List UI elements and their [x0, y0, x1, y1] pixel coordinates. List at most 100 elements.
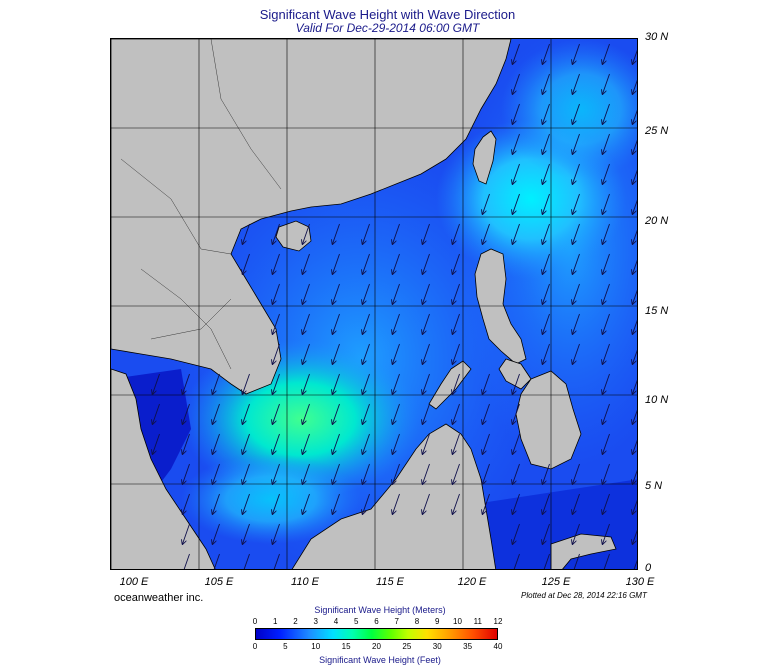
lon-label-105e: 105 E — [204, 576, 234, 588]
land-borneo — [291, 423, 497, 569]
colorbar-feet-tick: 20 — [372, 642, 381, 651]
wave-direction-arrow — [273, 253, 280, 274]
wave-direction-arrow — [603, 133, 610, 154]
wave-direction-arrow — [513, 133, 520, 154]
wave-direction-arrows — [153, 43, 637, 569]
wave-direction-arrow — [273, 553, 280, 569]
wave-direction-arrow — [393, 343, 400, 364]
wave-direction-arrow — [543, 253, 550, 274]
wave-direction-arrow — [453, 403, 460, 424]
colorbar-title-feet: Significant Wave Height (Feet) — [319, 655, 441, 665]
colorbar-meters-tick: 2 — [293, 617, 298, 626]
wave-direction-arrow — [183, 403, 190, 424]
wave-direction-arrow — [453, 253, 460, 274]
wave-direction-arrow — [273, 523, 280, 544]
wave-direction-arrow — [273, 493, 280, 514]
lat-label-15n: 15 N — [645, 305, 669, 317]
colorbar-meters-tick: 11 — [473, 617, 482, 626]
wave-direction-arrow — [483, 223, 490, 244]
wave-direction-arrow — [333, 343, 340, 364]
colorbar-meters-tick: 3 — [313, 617, 318, 626]
wave-direction-arrow — [333, 493, 340, 514]
wave-direction-arrow — [183, 373, 190, 394]
wave-direction-arrow — [363, 463, 370, 484]
wave-direction-arrow — [363, 223, 370, 244]
wave-direction-arrow — [183, 433, 190, 454]
wave-direction-arrow — [543, 523, 550, 544]
wave-direction-arrow — [423, 433, 430, 454]
wave-direction-arrow — [243, 463, 250, 484]
wave-direction-arrow — [393, 253, 400, 274]
wave-direction-arrow — [483, 433, 490, 454]
wave-direction-arrow — [603, 103, 610, 124]
wave-direction-arrow — [513, 463, 520, 484]
land-taiwan — [472, 130, 497, 185]
lat-label-10n: 10 N — [645, 394, 669, 406]
wave-direction-arrow — [393, 493, 400, 514]
wave-direction-arrow — [303, 493, 310, 514]
wave-direction-arrow — [183, 463, 190, 484]
wave-direction-arrow — [243, 373, 250, 394]
colorbar-feet-tick: 25 — [402, 642, 412, 651]
wave-direction-arrow — [303, 223, 310, 244]
wave-direction-arrow — [333, 313, 340, 334]
wave-direction-arrow — [513, 193, 520, 214]
wave-direction-arrow — [633, 169, 637, 184]
lat-lon-grid — [111, 39, 637, 569]
wave-direction-arrow — [453, 283, 460, 304]
wave-direction-arrow — [213, 373, 220, 394]
wave-direction-arrow — [333, 283, 340, 304]
colorbar-feet-tick: 5 — [283, 642, 288, 651]
wave-direction-arrow — [573, 133, 580, 154]
wave-field-northeast — [501, 39, 637, 179]
wave-direction-arrow — [543, 43, 550, 64]
colorbar-feet-tick: 0 — [252, 642, 258, 651]
wave-direction-arrow — [333, 463, 340, 484]
wave-direction-arrow — [483, 193, 490, 214]
wave-direction-arrow — [513, 523, 520, 544]
wave-direction-arrow — [303, 283, 310, 304]
wave-direction-arrow — [633, 319, 637, 334]
wave-direction-arrow — [633, 499, 637, 514]
wave-direction-arrow — [603, 373, 610, 394]
wave-direction-arrow — [603, 463, 610, 484]
wave-direction-arrow — [423, 343, 430, 364]
wave-direction-arrow — [333, 373, 340, 394]
plotted-timestamp: Plotted at Dec 28, 2014 22:16 GMT — [521, 591, 647, 600]
wave-direction-arrow — [273, 313, 280, 334]
wave-direction-arrow — [273, 433, 280, 454]
wave-direction-arrow — [303, 463, 310, 484]
colorbar-meters-tick: 4 — [333, 617, 339, 626]
wave-direction-arrow — [453, 313, 460, 334]
wave-direction-arrow — [543, 133, 550, 154]
wave-field-south — [181, 454, 361, 544]
wave-direction-arrow — [573, 463, 580, 484]
wave-direction-arrow — [423, 493, 430, 514]
wave-direction-arrow — [333, 433, 340, 454]
wave-direction-arrow — [513, 433, 520, 454]
wave-direction-arrow — [213, 403, 220, 424]
wave-direction-arrow — [453, 343, 460, 364]
colorbar-feet-tick: 10 — [311, 642, 321, 651]
wave-direction-arrow — [153, 403, 160, 424]
wave-direction-arrow — [393, 313, 400, 334]
wave-direction-arrow — [603, 493, 610, 514]
land-luzon — [474, 248, 527, 365]
wave-direction-arrow — [213, 523, 220, 544]
wave-direction-arrow — [633, 139, 637, 154]
wave-direction-arrow — [603, 163, 610, 184]
wave-direction-arrow — [243, 493, 250, 514]
wave-direction-arrow — [633, 199, 637, 214]
wave-direction-arrow — [573, 103, 580, 124]
wave-direction-arrow — [633, 529, 637, 544]
wave-direction-arrow — [603, 343, 610, 364]
wave-direction-arrow — [213, 493, 220, 514]
wave-direction-arrow — [363, 283, 370, 304]
wave-direction-arrow — [243, 223, 250, 244]
colorbar-meters-tick: 12 — [493, 617, 503, 626]
wave-direction-arrow — [543, 193, 550, 214]
wave-direction-arrow — [453, 463, 460, 484]
wave-direction-arrow — [513, 493, 520, 514]
land-sulawesi — [550, 533, 617, 569]
colorbar-meters-tick: 0 — [252, 617, 258, 626]
